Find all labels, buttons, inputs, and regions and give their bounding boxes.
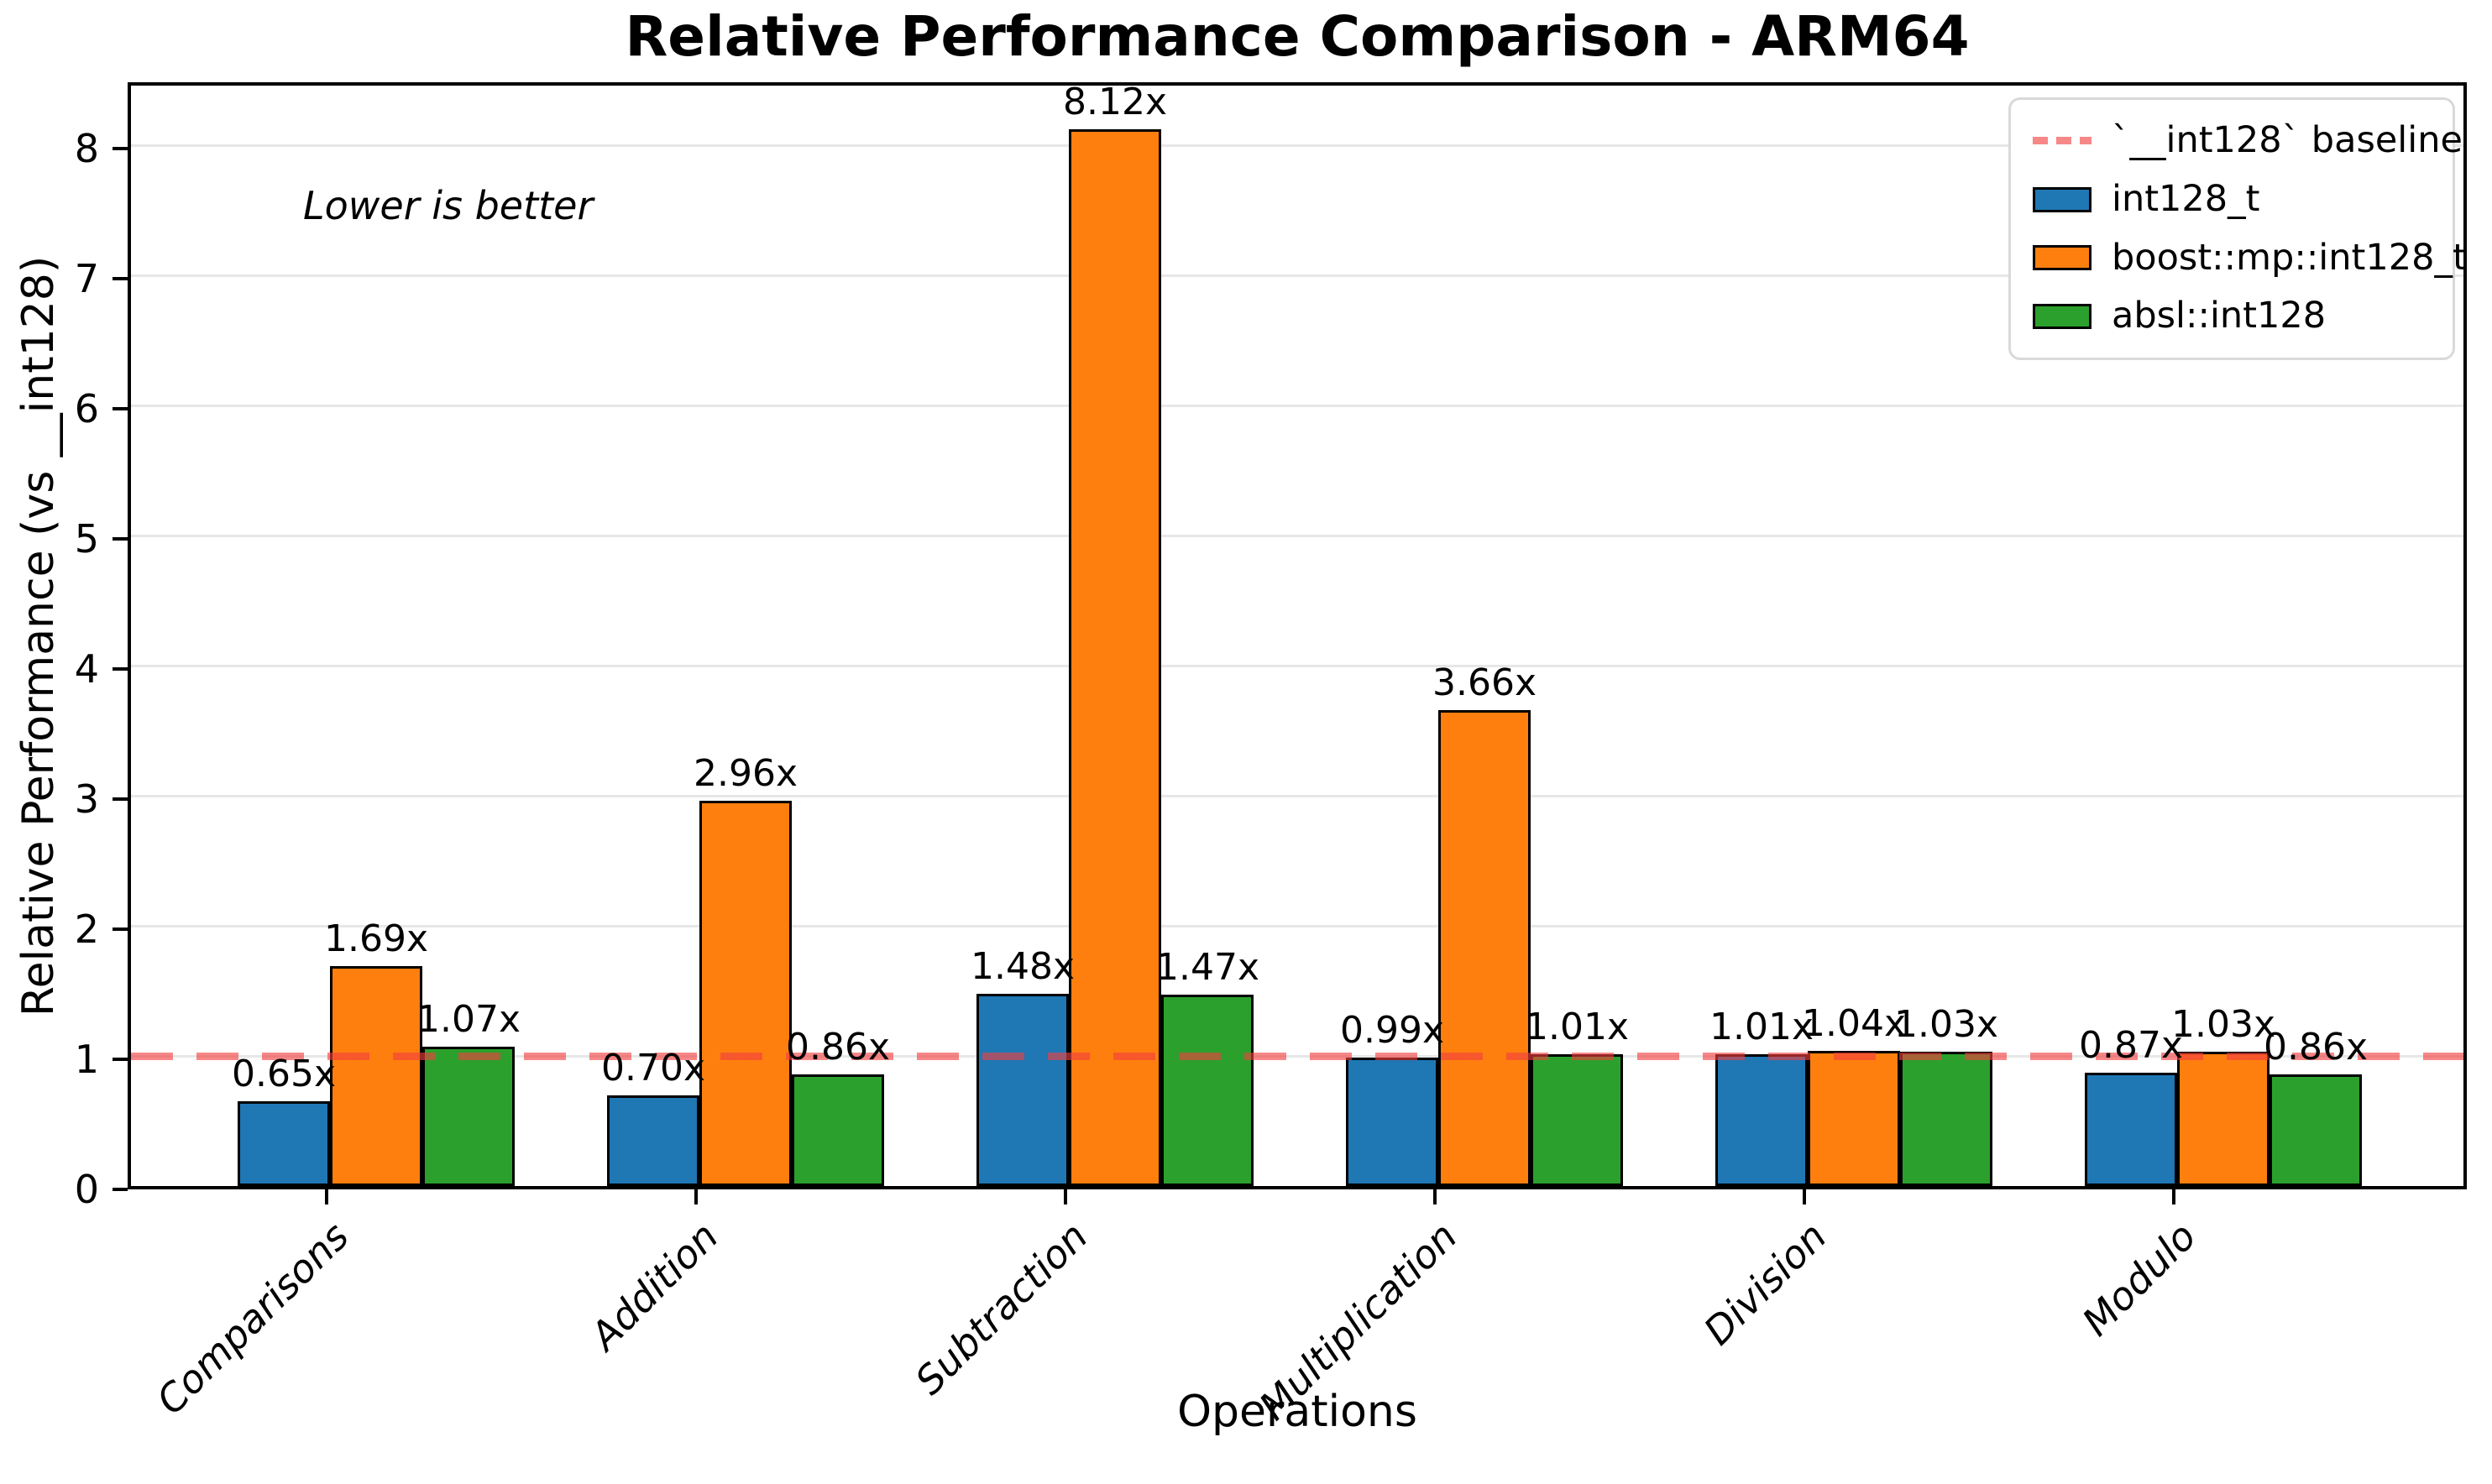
y-tick-label: 3 [74,776,99,823]
legend-label: int128_t [2112,177,2260,220]
bar-value-label: 1.03x [2170,1002,2276,1046]
y-tick-label: 4 [74,646,99,692]
legend-item: boost::mp::int128_t [2033,236,2467,281]
bar-int128-t [1346,1058,1438,1186]
bar-value-label: 1.48x [970,944,1076,988]
legend-dash-sample [2033,137,2092,145]
legend-label: absl::int128 [2112,295,2327,337]
y-tick-label: 0 [74,1167,99,1212]
baseline-line [131,1052,2463,1060]
x-axis-ticks: Comparisons Addition Subtraction Multiplica… [128,1189,2467,1483]
y-axis-label: Relative Performance (vs __int128) [13,255,64,1017]
gridline [131,274,2463,277]
bar-absl-int128 [792,1074,884,1186]
y-tick-label: 2 [74,907,99,952]
legend-item: absl::int128 [2033,294,2431,339]
bar-boost-mp-int128-t [2177,1052,2270,1186]
bar-value-label: 0.70x [600,1046,706,1089]
y-tick-mark [113,667,128,671]
y-tick-label: 5 [74,516,99,562]
y-tick-label: 8 [74,126,99,172]
y-tick-label: 6 [74,386,99,432]
x-tick-label-modulo: Modulo [2073,1213,2205,1345]
bar-value-label: 1.04x [1801,1001,1907,1045]
bar-value-label: 3.66x [1432,661,1537,704]
bar-value-label: 8.12x [1062,80,1168,123]
bar-boost-mp-int128-t [1069,129,1161,1186]
bar-absl-int128 [1531,1054,1623,1186]
legend-color-swatch [2033,245,2092,271]
y-tick-label: 1 [74,1037,99,1082]
y-tick-label: 7 [74,256,99,302]
legend-item: `__int128` baseline [2033,118,2463,164]
x-tick-mark [694,1189,698,1204]
y-tick-mark [113,147,128,151]
y-tick-mark [113,797,128,802]
bar-int128-t [2085,1073,2177,1186]
bar-absl-int128 [1161,995,1254,1186]
bar-value-label: 1.01x [1709,1005,1814,1048]
gridline [131,404,2463,407]
x-tick-mark [2172,1189,2175,1204]
bar-value-label: 1.03x [1893,1002,1999,1046]
bar-value-label: 1.01x [1524,1005,1630,1048]
y-tick-mark [113,407,128,411]
x-tick-mark [1433,1189,1437,1204]
y-tick-mark [113,1188,128,1191]
bar-boost-mp-int128-t [1808,1051,1900,1186]
bar-absl-int128 [1900,1052,1992,1186]
legend-item: int128_t [2033,177,2431,222]
x-tick-mark [1803,1189,1806,1204]
x-axis-label: Operations [1177,1387,1417,1437]
bar-value-label: 0.86x [2263,1025,2369,1069]
chart-title: Relative Performance Comparison - ARM64 [625,4,1970,69]
x-tick-label-division: Division [1694,1213,1835,1354]
y-tick-mark [113,277,128,281]
gridline [131,794,2463,797]
annotation-lower-is-better: Lower is better [303,183,594,228]
x-tick-mark [325,1189,328,1204]
bar-value-label: 2.96x [693,751,798,795]
gridline [131,534,2463,537]
legend-label: `__int128` baseline [2112,119,2463,161]
bar-absl-int128 [422,1047,515,1186]
bar-int128-t [1715,1054,1808,1186]
gridline [131,664,2463,667]
bar-value-label: 0.65x [231,1052,337,1095]
bar-int128-t [238,1101,330,1186]
bar-value-label: 1.07x [416,997,521,1041]
bar-boost-mp-int128-t [699,801,792,1186]
gridline [131,144,2463,147]
legend-color-swatch [2033,186,2092,212]
bar-absl-int128 [2270,1074,2362,1186]
gridline [131,924,2463,928]
bar-value-label: 1.47x [1154,945,1260,989]
x-tick-label-addition: Addition [581,1213,727,1359]
y-tick-mark [113,1058,128,1061]
bar-boost-mp-int128-t [330,966,422,1186]
bar-int128-t [607,1095,699,1186]
x-tick-label-subtraction: Subtraction [906,1213,1097,1403]
bar-value-label: 0.87x [2078,1023,2184,1067]
legend-color-swatch [2033,304,2092,330]
bar-value-label: 1.69x [323,917,429,960]
bar-value-label: 0.99x [1339,1008,1445,1052]
bar-value-label: 0.86x [785,1025,891,1069]
legend-label: boost::mp::int128_t [2112,236,2467,279]
bar-boost-mp-int128-t [1438,710,1531,1186]
y-tick-mark [113,928,128,931]
x-tick-mark [1064,1189,1067,1204]
y-tick-mark [113,537,128,541]
bar-int128-t [976,994,1069,1186]
